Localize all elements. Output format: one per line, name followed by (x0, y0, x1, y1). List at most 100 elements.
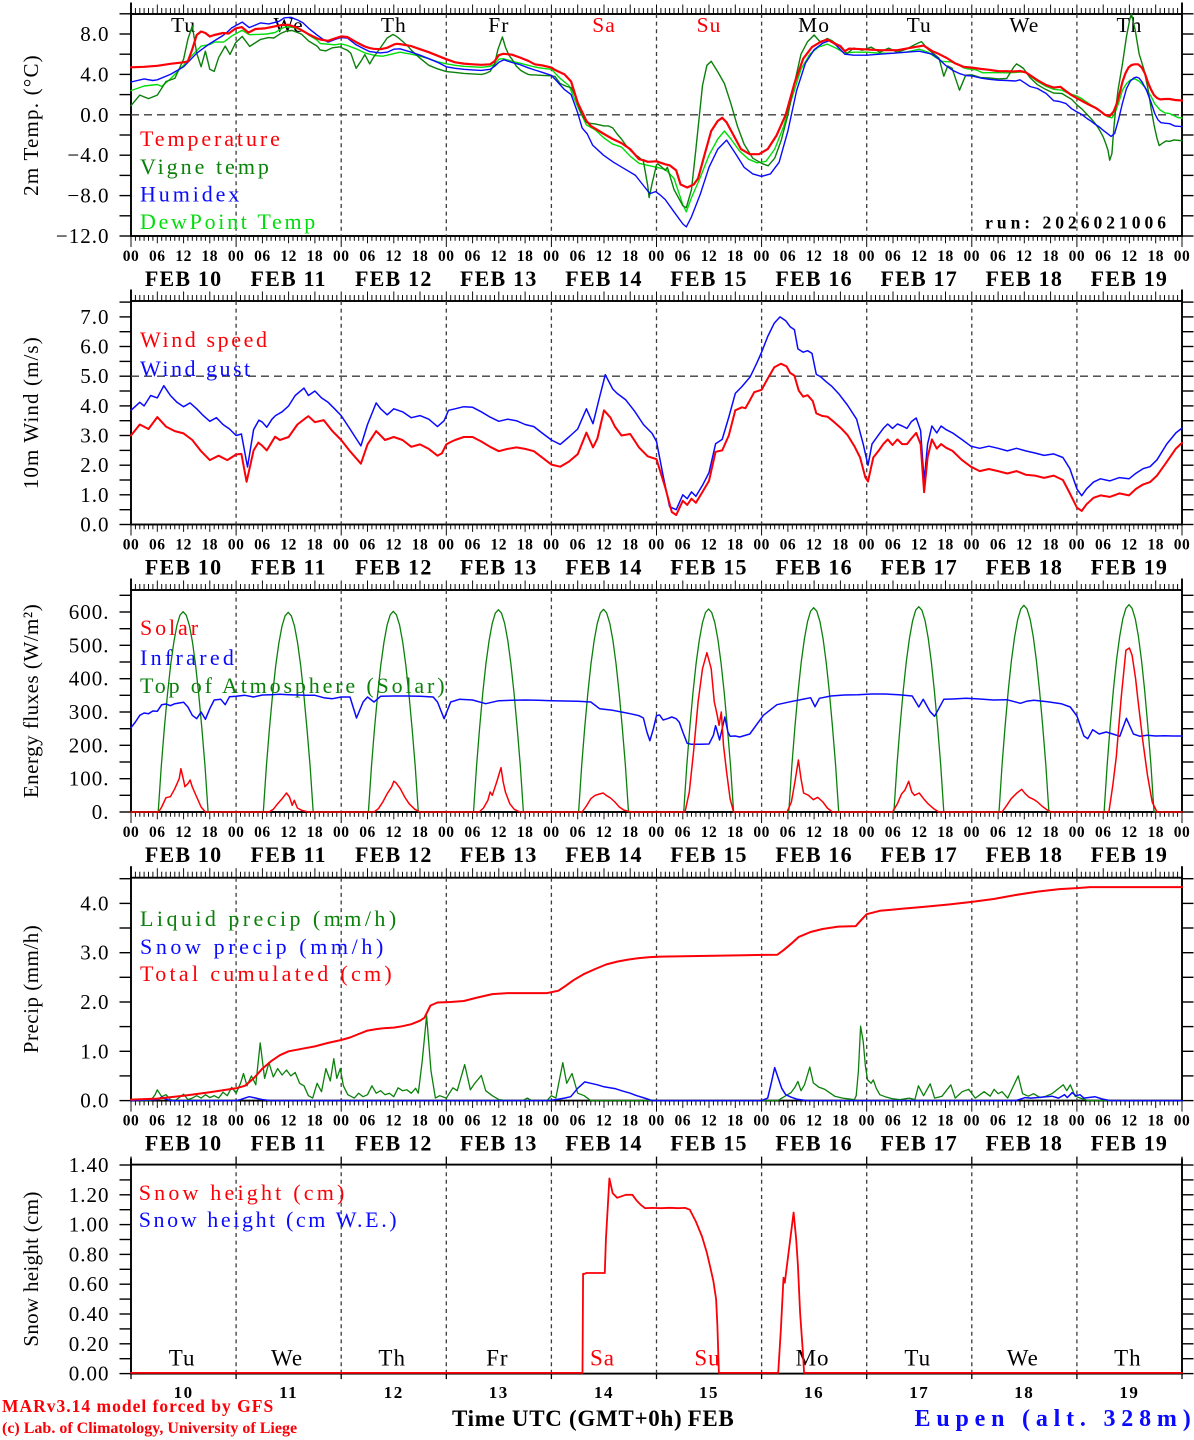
svg-text:FEB 11: FEB 11 (250, 266, 326, 291)
svg-text:12: 12 (491, 824, 508, 841)
svg-text:18: 18 (517, 537, 534, 554)
svg-text:00: 00 (1069, 824, 1086, 841)
svg-text:We: We (1007, 1346, 1039, 1371)
svg-text:00: 00 (438, 824, 455, 841)
svg-text:0.80: 0.80 (69, 1242, 110, 1266)
svg-text:10m Wind (m/s): 10m Wind (m/s) (19, 336, 43, 489)
svg-text:06: 06 (359, 248, 376, 265)
svg-text:FEB 15: FEB 15 (670, 555, 748, 580)
svg-text:12: 12 (386, 248, 403, 265)
svg-text:18: 18 (937, 824, 954, 841)
svg-text:18: 18 (1147, 248, 1164, 265)
svg-text:00: 00 (1069, 1113, 1086, 1130)
svg-text:Sa: Sa (592, 13, 616, 37)
svg-text:14: 14 (594, 1383, 614, 1402)
svg-text:00: 00 (753, 824, 770, 841)
svg-text:12: 12 (806, 824, 823, 841)
svg-text:12: 12 (701, 824, 718, 841)
svg-text:0.20: 0.20 (69, 1332, 110, 1356)
svg-text:06: 06 (254, 537, 271, 554)
svg-text:−12.0: −12.0 (56, 224, 110, 248)
svg-text:12: 12 (491, 537, 508, 554)
svg-text:Wind gust: Wind gust (140, 356, 253, 381)
svg-text:12: 12 (175, 248, 192, 265)
svg-text:00: 00 (648, 824, 665, 841)
svg-text:18: 18 (412, 824, 429, 841)
svg-text:06: 06 (675, 1113, 692, 1130)
svg-text:Tu: Tu (169, 1346, 196, 1371)
svg-text:12: 12 (280, 248, 297, 265)
svg-text:FEB 12: FEB 12 (355, 1131, 433, 1156)
svg-text:00: 00 (228, 1113, 245, 1130)
svg-text:FEB 10: FEB 10 (145, 1131, 223, 1156)
svg-text:18: 18 (517, 248, 534, 265)
svg-text:00: 00 (1069, 537, 1086, 554)
svg-text:00: 00 (964, 824, 981, 841)
svg-text:12: 12 (1016, 824, 1033, 841)
svg-text:Time UTC (GMT+0h) FEB: Time UTC (GMT+0h) FEB (452, 1406, 734, 1431)
svg-text:18: 18 (202, 248, 219, 265)
svg-text:12: 12 (386, 537, 403, 554)
svg-text:12: 12 (1016, 537, 1033, 554)
svg-text:2.0: 2.0 (80, 990, 109, 1014)
svg-text:17: 17 (909, 1383, 929, 1402)
svg-text:Snow height (cm): Snow height (cm) (139, 1180, 348, 1205)
svg-text:1.0: 1.0 (80, 1039, 109, 1063)
svg-text:12: 12 (386, 1113, 403, 1130)
svg-text:12: 12 (1016, 1113, 1033, 1130)
svg-text:MARv3.14 model forced by GFS: MARv3.14 model forced by GFS (2, 1396, 274, 1416)
svg-text:06: 06 (149, 1113, 166, 1130)
svg-text:06: 06 (1095, 248, 1112, 265)
svg-text:06: 06 (464, 824, 481, 841)
svg-text:00: 00 (543, 537, 560, 554)
svg-text:FEB 13: FEB 13 (460, 1131, 538, 1156)
svg-text:FEB 13: FEB 13 (460, 842, 538, 867)
svg-text:00: 00 (438, 248, 455, 265)
svg-text:Tu: Tu (904, 1346, 931, 1371)
svg-text:Fr: Fr (486, 1346, 508, 1371)
svg-text:7.0: 7.0 (80, 305, 109, 329)
svg-text:12: 12 (280, 1113, 297, 1130)
svg-text:0.0: 0.0 (80, 103, 109, 127)
svg-text:FEB 11: FEB 11 (250, 1131, 326, 1156)
svg-text:12: 12 (701, 248, 718, 265)
svg-text:18: 18 (1014, 1383, 1034, 1402)
svg-text:100.: 100. (69, 767, 110, 791)
svg-text:1.00: 1.00 (69, 1213, 110, 1237)
svg-text:200.: 200. (69, 733, 110, 757)
svg-text:Mo: Mo (798, 13, 830, 37)
svg-text:Liquid precip (mm/h): Liquid precip (mm/h) (140, 906, 400, 931)
svg-text:FEB 13: FEB 13 (460, 266, 538, 291)
svg-text:Precip (mm/h): Precip (mm/h) (19, 925, 43, 1053)
svg-text:00: 00 (1069, 248, 1086, 265)
svg-text:Tu: Tu (907, 13, 932, 37)
svg-text:Infrared: Infrared (140, 645, 237, 670)
svg-text:06: 06 (359, 824, 376, 841)
svg-text:06: 06 (990, 537, 1007, 554)
svg-text:06: 06 (254, 248, 271, 265)
svg-text:FEB 10: FEB 10 (145, 555, 223, 580)
svg-text:00: 00 (333, 248, 350, 265)
svg-text:0.: 0. (92, 800, 110, 824)
svg-text:00: 00 (753, 248, 770, 265)
svg-text:18: 18 (937, 248, 954, 265)
svg-text:00: 00 (858, 824, 875, 841)
svg-text:00: 00 (543, 248, 560, 265)
svg-text:We: We (271, 1346, 303, 1371)
svg-text:00: 00 (1174, 537, 1191, 554)
svg-text:12: 12 (806, 537, 823, 554)
svg-text:FEB 17: FEB 17 (880, 1131, 958, 1156)
svg-text:Vigne temp: Vigne temp (140, 154, 272, 179)
svg-text:00: 00 (753, 1113, 770, 1130)
svg-text:12: 12 (175, 1113, 192, 1130)
svg-text:1.0: 1.0 (80, 483, 109, 507)
svg-text:FEB 14: FEB 14 (565, 266, 643, 291)
svg-text:Su: Su (697, 13, 722, 37)
svg-text:12: 12 (175, 537, 192, 554)
svg-text:00: 00 (648, 1113, 665, 1130)
svg-text:12: 12 (701, 537, 718, 554)
svg-text:18: 18 (1042, 248, 1059, 265)
svg-text:00: 00 (1174, 1113, 1191, 1130)
svg-text:06: 06 (464, 1113, 481, 1130)
svg-text:Th: Th (378, 1346, 406, 1371)
